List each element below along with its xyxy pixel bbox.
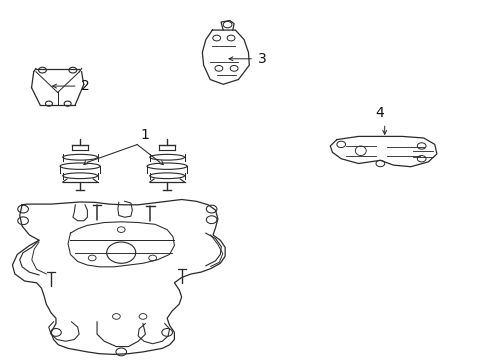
Text: 1: 1 xyxy=(140,128,149,142)
Text: 4: 4 xyxy=(374,107,383,121)
Text: 3: 3 xyxy=(258,52,266,66)
Text: 2: 2 xyxy=(81,79,90,93)
